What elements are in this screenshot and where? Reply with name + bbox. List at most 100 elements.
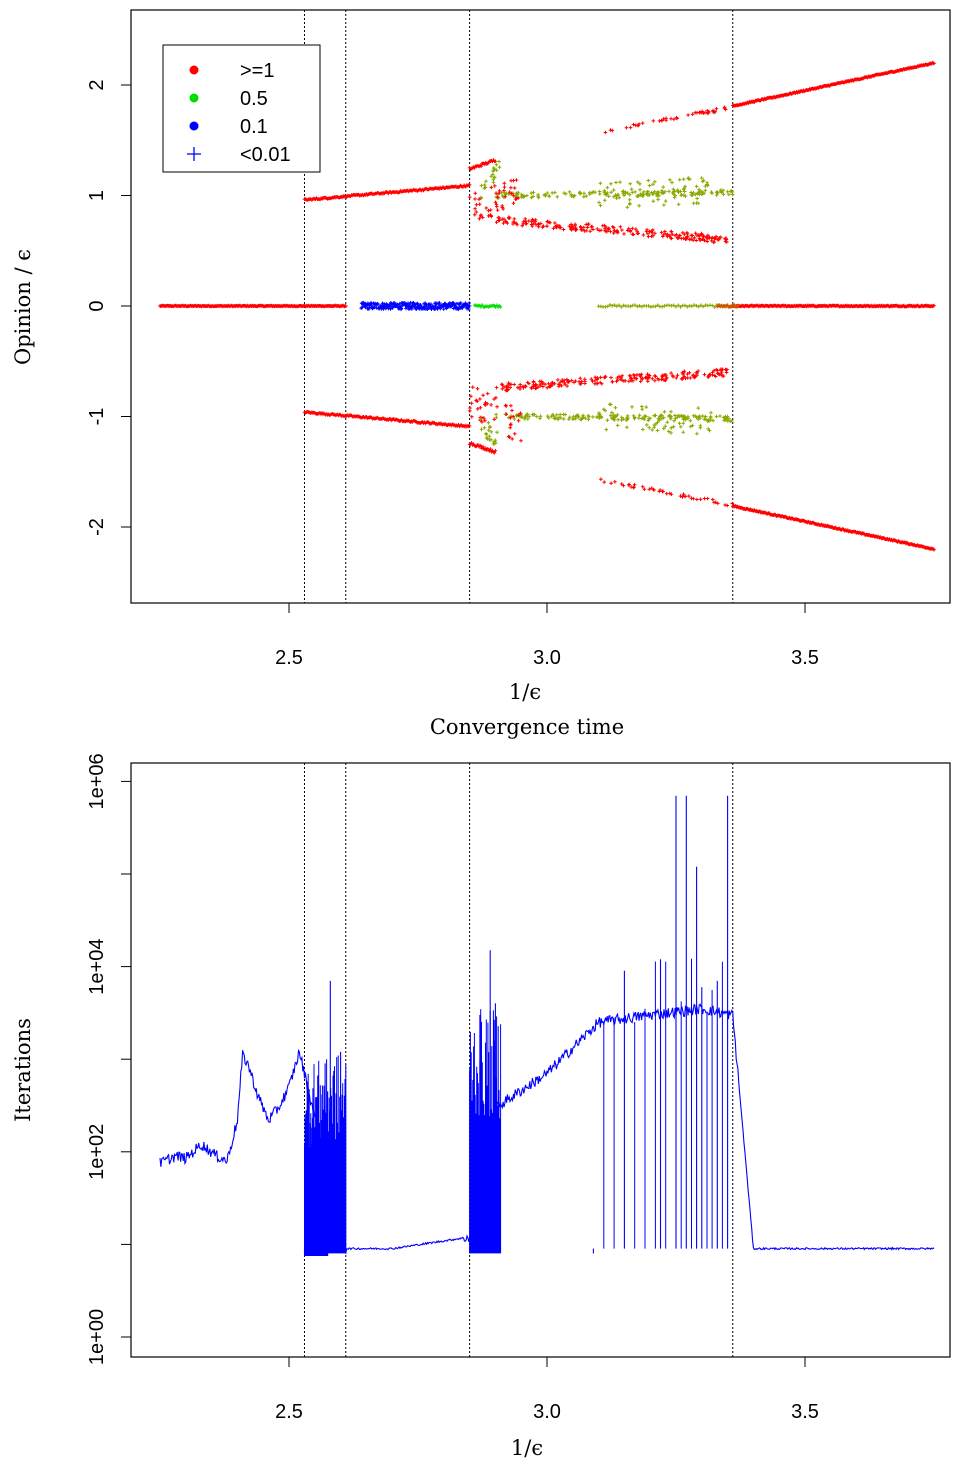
data-point xyxy=(487,438,492,442)
data-point xyxy=(651,182,655,187)
data-point xyxy=(719,189,724,194)
data-point xyxy=(479,213,483,217)
data-point xyxy=(680,377,684,381)
plot-frame xyxy=(130,762,951,1358)
data-point xyxy=(469,441,474,445)
data-point xyxy=(483,418,487,423)
data-point xyxy=(582,191,586,196)
data-point xyxy=(527,414,531,419)
data-point xyxy=(360,305,364,310)
data-point xyxy=(659,230,664,235)
data-point xyxy=(552,381,557,386)
legend-label-ge1: >=1 xyxy=(240,60,274,82)
data-point xyxy=(691,373,696,377)
data-point xyxy=(492,417,496,422)
data-point xyxy=(484,179,488,183)
data-point xyxy=(722,105,727,110)
y-tick-label: -2 xyxy=(86,518,108,536)
data-point xyxy=(525,193,529,198)
data-point xyxy=(659,377,664,382)
data-point xyxy=(489,174,493,179)
data-point xyxy=(631,485,636,490)
data-point xyxy=(600,381,604,386)
data-point xyxy=(606,227,610,232)
y-tick-label: 1e+04 xyxy=(86,939,108,995)
data-point xyxy=(478,406,483,410)
data-point xyxy=(611,417,616,421)
data-point xyxy=(520,415,525,420)
data-point xyxy=(558,380,563,384)
y-tick-label: 1e+00 xyxy=(86,1309,108,1365)
data-point xyxy=(707,418,711,423)
data-point xyxy=(591,415,595,419)
data-point xyxy=(617,374,621,379)
data-point xyxy=(736,303,740,308)
data-point xyxy=(682,232,687,237)
data-point xyxy=(650,376,655,381)
data-point xyxy=(723,414,728,419)
data-point xyxy=(531,384,536,389)
data-point xyxy=(495,208,500,212)
data-point xyxy=(701,178,706,183)
data-point xyxy=(410,307,414,311)
data-point xyxy=(578,376,582,381)
data-point xyxy=(509,178,513,183)
data-point xyxy=(532,412,537,417)
data-point xyxy=(524,221,529,226)
data-point xyxy=(492,451,497,455)
data-point xyxy=(635,304,640,309)
y-tick-label: -1 xyxy=(86,408,108,426)
data-point xyxy=(625,191,630,195)
data-point xyxy=(482,426,487,430)
data-point xyxy=(610,380,615,384)
data-point xyxy=(696,369,700,373)
data-point xyxy=(625,417,629,422)
data-point xyxy=(621,483,626,488)
y-tick-label: 2 xyxy=(86,79,108,90)
data-point xyxy=(494,220,499,224)
data-point xyxy=(608,229,613,234)
data-point xyxy=(646,178,651,183)
data-point xyxy=(655,303,660,307)
data-point xyxy=(664,116,668,120)
data-point xyxy=(661,117,666,121)
data-point xyxy=(491,178,496,182)
data-point xyxy=(479,183,484,188)
data-point xyxy=(469,394,473,399)
data-point xyxy=(711,418,715,423)
data-point xyxy=(647,193,652,197)
data-point xyxy=(628,182,632,186)
data-point xyxy=(710,191,714,196)
data-point xyxy=(689,237,694,241)
data-point xyxy=(485,437,490,441)
data-point xyxy=(557,415,561,420)
data-point xyxy=(614,180,618,185)
data-point xyxy=(692,303,696,307)
data-point xyxy=(651,119,656,123)
data-point xyxy=(470,415,474,419)
data-point xyxy=(677,421,682,426)
bottom-chart-title: Convergence time xyxy=(430,715,624,739)
data-point xyxy=(640,484,645,489)
data-point xyxy=(638,192,643,196)
data-point xyxy=(681,177,686,181)
data-point xyxy=(685,231,689,235)
data-point xyxy=(625,414,630,418)
data-point xyxy=(512,220,517,225)
data-point xyxy=(706,375,710,379)
data-point xyxy=(631,122,636,127)
data-point xyxy=(663,199,668,203)
data-point xyxy=(567,379,571,383)
data-point xyxy=(725,240,729,244)
data-point xyxy=(628,125,633,130)
data-point xyxy=(538,414,543,418)
data-point xyxy=(645,227,649,232)
y-tick-label: 0 xyxy=(86,300,108,311)
data-point xyxy=(645,376,649,381)
data-point xyxy=(668,178,672,182)
data-point xyxy=(612,303,617,307)
data-point xyxy=(712,236,717,241)
data-point xyxy=(521,386,526,390)
data-point xyxy=(595,381,600,385)
data-point xyxy=(481,445,485,449)
